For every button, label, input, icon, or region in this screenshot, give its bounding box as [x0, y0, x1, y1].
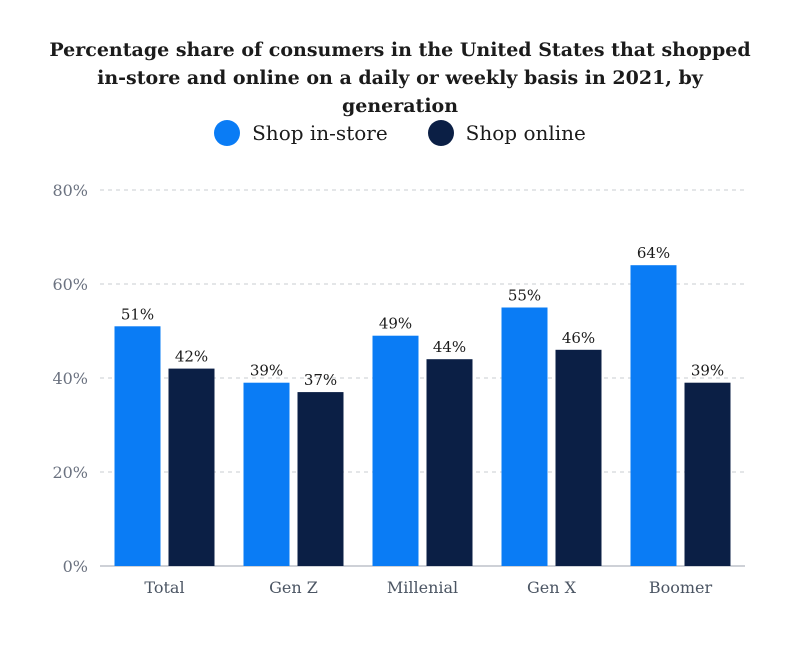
legend-label-shop-online: Shop online — [465, 121, 586, 145]
legend-swatch-shop-online — [427, 120, 454, 146]
data-label-shop-in-store-total: 51% — [121, 305, 154, 323]
data-label-shop-online-gen-z: 37% — [304, 371, 337, 389]
x-tick-label-gen-z: Gen Z — [269, 578, 318, 597]
bar-shop-online-millenial — [426, 359, 473, 566]
bar-shop-in-store-gen-z — [243, 382, 290, 566]
bar-shop-in-store-boomer — [630, 265, 677, 566]
y-tick-label-40: 40% — [52, 369, 88, 388]
bar-shop-online-boomer — [684, 382, 731, 566]
data-label-shop-in-store-millenial: 49% — [379, 315, 412, 333]
legend-swatch-shop-in-store — [214, 120, 241, 146]
y-tick-label-60: 60% — [52, 275, 88, 294]
bar-shop-in-store-millenial — [372, 335, 419, 566]
bar-shop-in-store-gen-x — [501, 307, 548, 566]
legend-label-shop-in-store: Shop in-store — [252, 121, 388, 145]
data-label-shop-in-store-gen-x: 55% — [508, 287, 541, 305]
legend-item-shop-in-store: Shop in-store — [214, 120, 388, 146]
x-tick-label-total: Total — [144, 578, 184, 597]
y-tick-label-0: 0% — [63, 557, 88, 576]
bar-shop-online-gen-z — [297, 392, 344, 566]
y-tick-label-20: 20% — [52, 463, 88, 482]
legend-item-shop-online: Shop online — [427, 120, 586, 146]
data-label-shop-online-total: 42% — [175, 348, 208, 366]
data-label-shop-online-millenial: 44% — [433, 338, 466, 356]
x-tick-label-boomer: Boomer — [649, 578, 713, 597]
data-label-shop-in-store-boomer: 64% — [637, 244, 670, 262]
bar-shop-online-gen-x — [555, 349, 602, 566]
x-tick-label-millenial: Millenial — [387, 578, 458, 597]
chart-title: Percentage share of consumers in the Uni… — [49, 39, 751, 117]
legend: Shop in-store Shop online — [0, 120, 800, 146]
bar-shop-online-total — [168, 368, 215, 566]
data-label-shop-online-boomer: 39% — [691, 362, 724, 380]
data-label-shop-online-gen-x: 46% — [562, 329, 595, 347]
data-label-shop-in-store-gen-z: 39% — [250, 362, 283, 380]
bar-shop-in-store-total — [114, 326, 161, 566]
x-tick-label-gen-x: Gen X — [527, 578, 577, 597]
y-tick-label-80: 80% — [52, 181, 88, 200]
